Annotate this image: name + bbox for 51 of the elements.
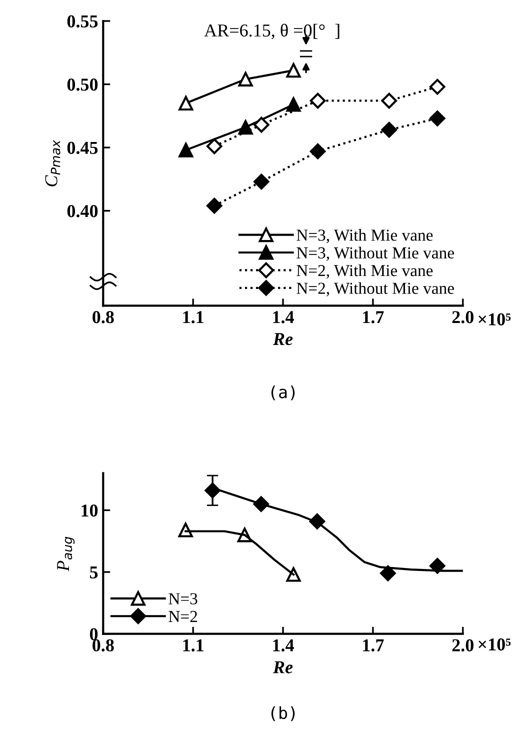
y-tick-label: 0.45: [67, 142, 98, 154]
y-tick-label: 5: [90, 566, 98, 578]
legend-label: N=3, Without Mie vane: [296, 246, 454, 261]
point: [178, 142, 194, 158]
x-tick-label: 1.1: [183, 311, 204, 324]
point: [381, 122, 398, 138]
point: [238, 120, 253, 135]
y-tick-label: 0.40: [67, 205, 98, 218]
point: [429, 78, 446, 95]
y-tick-label: 0.50: [67, 78, 98, 91]
x-tick-label: 1.4: [273, 639, 294, 652]
x-axis-title: Re: [272, 661, 293, 674]
text: (b): [271, 706, 295, 722]
legend-label: N=2, Without Mie vane: [296, 282, 454, 296]
point: [286, 97, 301, 112]
x-tick-label: 2.0: [452, 311, 474, 324]
point: [206, 198, 222, 214]
point: [206, 138, 222, 154]
point: [429, 558, 446, 574]
legend-label: N=2: [168, 610, 198, 622]
point: [429, 110, 446, 126]
x-axis-title: Re: [272, 333, 293, 346]
point: [238, 72, 253, 87]
legend-label: N=3, With Mie vane: [296, 229, 433, 244]
x-tick-label: 2.0: [452, 639, 474, 652]
x-tick-label: 1.7: [363, 639, 384, 652]
text: ×10⁵: [478, 638, 511, 651]
point: [286, 63, 301, 78]
legend-label: N=2, With Mie vane: [296, 264, 433, 279]
point: [178, 96, 194, 111]
y-tick-label: 10: [82, 504, 98, 517]
x-tick-label: 0.8: [92, 311, 114, 324]
point: [254, 116, 270, 133]
y-tick-label: 0.55: [67, 15, 98, 28]
x-tick-label: 1.7: [363, 311, 384, 324]
x-tick-label: 0.8: [92, 639, 114, 652]
text: (a): [271, 385, 295, 400]
point: [310, 143, 326, 160]
point: [310, 92, 326, 109]
y-axis-title: C$_{Pmax}$: [45, 140, 60, 186]
annotation: AR=6.15, θ =0[° ]: [204, 24, 340, 40]
point: [381, 92, 398, 109]
y-axis-title: P$_{aug}$: [57, 536, 75, 572]
legend-label: N=3: [168, 593, 198, 604]
point: [380, 565, 396, 582]
text: ×10⁵: [478, 313, 511, 326]
x-tick-label: 1.4: [273, 311, 294, 324]
y-tick-label: 0: [90, 628, 98, 640]
point: [286, 567, 301, 582]
x-tick-label: 1.1: [183, 639, 204, 652]
point: [254, 174, 270, 190]
